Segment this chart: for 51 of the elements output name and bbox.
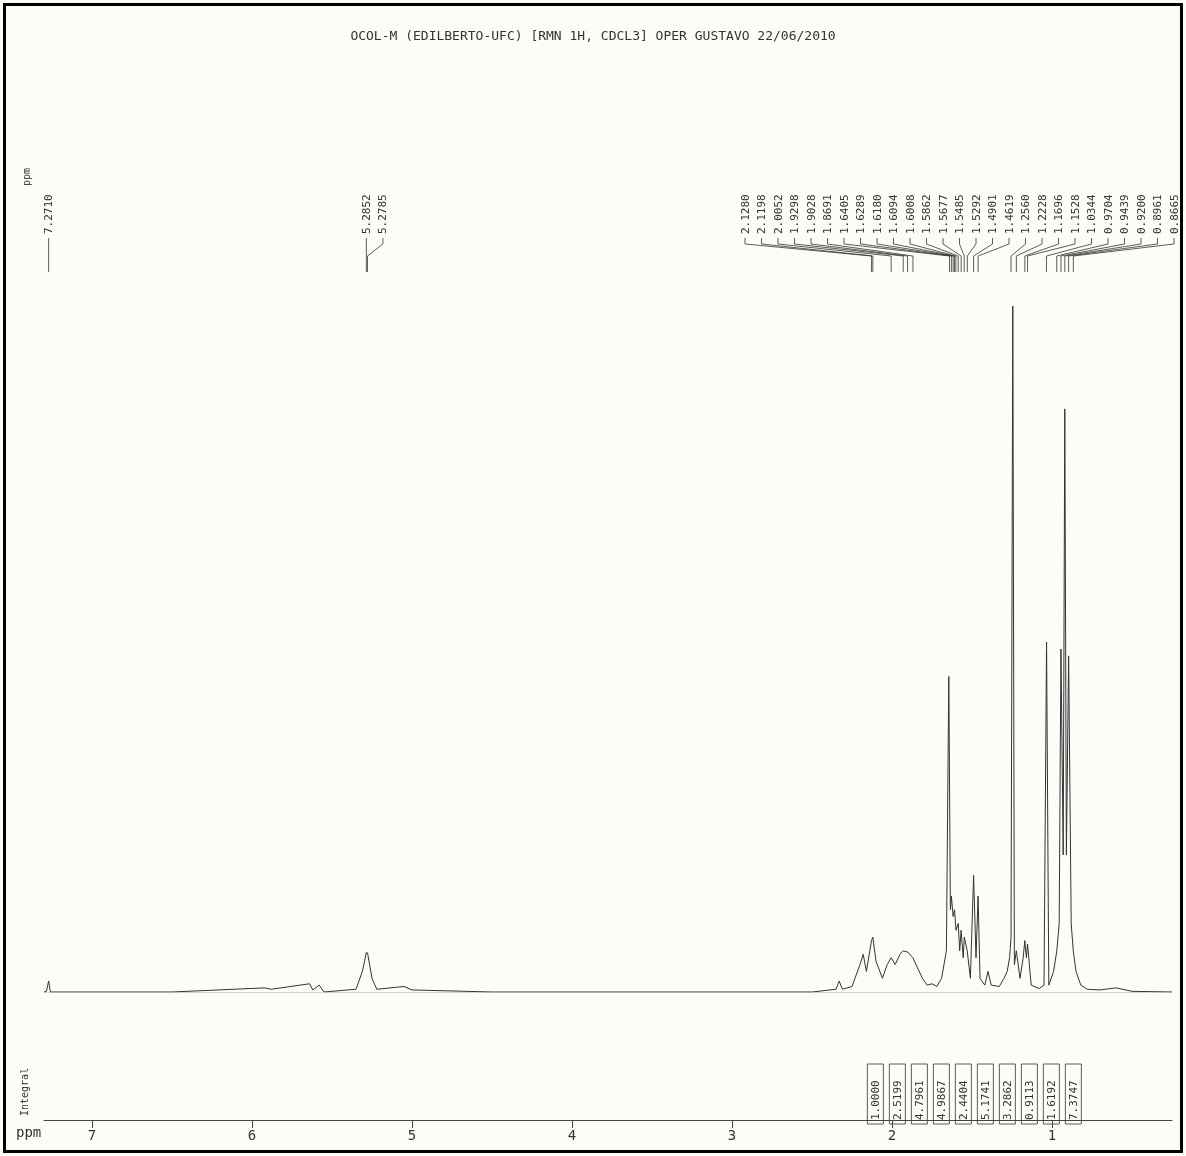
annotation: 5.2785 [376,194,390,234]
annotation: 1.6180 [870,194,884,234]
text: 0.9113 [1022,1080,1036,1120]
annotation: 1.0344 [1085,193,1098,234]
annotation: 1.9028 [804,194,818,234]
text: 3.2862 [1000,1080,1014,1120]
x-tick-label: 1 [1047,1127,1057,1143]
annotation: 1.1528 [1068,194,1082,234]
annotation: 1.9298 [788,194,801,234]
annotation: 1.2228 [1035,194,1049,234]
annotation: 5.2852 [359,194,373,234]
x-tick-label: 2 [887,1127,897,1143]
annotation: 1.5862 [920,194,933,234]
annotation: 1.2560 [1019,194,1032,234]
annotation: 1.4619 [1002,194,1016,234]
annotation: 2.0052 [771,194,785,234]
text: 1.0000 [868,1080,882,1120]
text: 4.7961 [912,1080,926,1120]
y-axis-title: Integral [18,1067,30,1116]
x-tick-label: 6 [247,1127,257,1143]
text: 2.5199 [890,1080,904,1120]
annotation: 1.6289 [854,194,867,234]
annotation: 0.9200 [1134,194,1148,234]
annotation: 1.5677 [936,194,950,234]
text: 2.4404 [956,1079,970,1120]
annotation: 1.6008 [903,194,917,234]
x-tick-label: 5 [407,1127,417,1143]
annotation: 0.9439 [1118,194,1131,234]
annotation: 0.8961 [1151,194,1164,234]
annotation: 1.6094 [887,193,900,234]
text: 7.3747 [1066,1080,1080,1120]
annotation: 1.6405 [837,194,851,234]
annotation: 1.5485 [953,194,966,234]
annotation: 1.5292 [969,194,983,234]
annotation: 7.2710 [42,194,56,234]
annotation: 1.8691 [821,194,834,234]
x-tick-label: 4 [567,1127,577,1143]
annotation: 2.1198 [755,194,768,234]
annotation: 0.9704 [1101,193,1115,234]
annotation: 2.1280 [738,194,752,234]
annotation: 0.8665 [1167,194,1181,234]
text: ppm [20,167,32,186]
x-tick-label: 3 [727,1127,737,1143]
text: 1.6192 [1044,1080,1058,1120]
text: 5.1741 [978,1080,992,1120]
x-axis-title: ppm [16,1124,42,1140]
chart-title: OCOL-M (EDILBERTO-UFC) [RMN 1H, CDCL3] OPER GUSTAVO 22/06/2010 [350,28,836,43]
annotation: 1.4901 [986,194,999,234]
x-tick-label: 7 [87,1127,97,1143]
annotation: 1.1696 [1052,194,1065,234]
text: 4.9867 [934,1080,948,1120]
